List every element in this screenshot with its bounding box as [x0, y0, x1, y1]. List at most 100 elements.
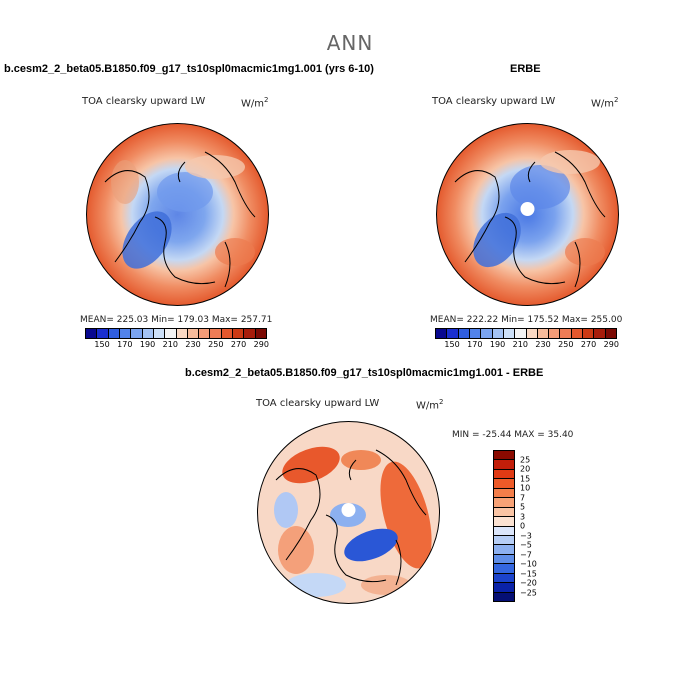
colorbar-tick-label: 150: [444, 340, 460, 349]
colorbar-swatch: [119, 329, 132, 338]
colorbar-swatch: [153, 329, 166, 338]
colorbar-tick-label: 190: [489, 340, 506, 349]
colorbar-swatch: [494, 573, 514, 584]
colorbar-tick-label: 250: [208, 340, 224, 349]
panel-1-units: W/m2: [241, 96, 269, 110]
colorbar-tick-label: 150: [94, 340, 110, 349]
colorbar-swatch: [108, 329, 120, 338]
panel-3-case-title: b.cesm2_2_beta05.B1850.f09_g17_ts10spl0m…: [185, 367, 544, 379]
colorbar-tick-label: 290: [603, 340, 619, 349]
figure-title: ANN: [326, 31, 374, 55]
colorbar-swatch: [515, 329, 527, 338]
colorbar-tick-label: 210: [512, 340, 528, 349]
colorbar-tick-label: −15: [520, 569, 537, 578]
colorbar-swatch: [447, 329, 459, 338]
colorbar-swatch: [492, 329, 504, 338]
panel-2-units: W/m2: [591, 96, 619, 110]
panel-1-colorbar: [85, 328, 267, 339]
colorbar-swatch: [494, 545, 514, 555]
panel-1-case-title: b.cesm2_2_beta05.B1850.f09_g17_ts10spl0m…: [4, 63, 374, 75]
colorbar-tick-label: −5: [520, 540, 532, 550]
colorbar-swatch: [86, 329, 98, 338]
colorbar-tick-label: 270: [580, 340, 597, 349]
colorbar-tick-label: 10: [520, 483, 531, 493]
colorbar-swatch: [494, 507, 514, 518]
colorbar-swatch: [131, 329, 143, 338]
colorbar-tick-label: 230: [535, 340, 551, 349]
colorbar-tick-label: −20: [520, 578, 537, 588]
colorbar-swatch: [210, 329, 222, 338]
colorbar-swatch: [494, 535, 514, 546]
panel-2-polar-map: [436, 123, 619, 306]
colorbar-swatch: [494, 460, 514, 470]
colorbar-tick-label: 7: [520, 493, 526, 502]
colorbar-tick-label: 15: [520, 474, 531, 483]
colorbar-swatch: [494, 479, 514, 489]
colorbar-tick-label: 20: [520, 464, 531, 474]
colorbar-swatch: [199, 329, 211, 338]
colorbar-swatch: [494, 554, 514, 565]
panel-1-polar-map: [86, 123, 269, 306]
colorbar-tick-label: 25: [520, 455, 531, 464]
panel-3-units: W/m2: [416, 398, 444, 412]
colorbar-swatch: [494, 488, 514, 499]
colorbar-swatch: [605, 329, 616, 338]
colorbar-swatch: [494, 564, 514, 574]
panel-2-stats: MEAN= 222.22 Min= 175.52 Max= 255.00: [430, 315, 623, 325]
colorbar-swatch: [583, 329, 595, 338]
colorbar-swatch: [233, 329, 245, 338]
colorbar-tick-label: 5: [520, 502, 526, 512]
colorbar-swatch: [176, 329, 188, 338]
panel-3-polar-map: [257, 421, 440, 604]
panel-3-colorbar: [493, 450, 515, 602]
panel-3-variable-title: TOA clearsky upward LW: [256, 398, 380, 409]
colorbar-swatch: [503, 329, 516, 338]
colorbar-tick-label: 270: [230, 340, 247, 349]
panel-3-stats: MIN = -25.44 MAX = 35.40: [452, 430, 574, 440]
colorbar-swatch: [494, 592, 514, 601]
colorbar-swatch: [537, 329, 550, 338]
panel-1-colorbar-labels: 150 170 190 210 230 250 270 290: [85, 340, 269, 350]
colorbar-swatch: [560, 329, 572, 338]
colorbar-swatch: [494, 451, 514, 461]
colorbar-tick-label: 290: [253, 340, 269, 349]
colorbar-swatch: [165, 329, 177, 338]
colorbar-swatch: [469, 329, 482, 338]
colorbar-tick-label: 3: [520, 512, 526, 521]
colorbar-tick-label: 210: [162, 340, 178, 349]
panel-2-colorbar: [435, 328, 617, 339]
colorbar-tick-label: 250: [558, 340, 574, 349]
colorbar-swatch: [494, 498, 514, 508]
colorbar-swatch: [526, 329, 538, 338]
colorbar-swatch: [571, 329, 584, 338]
colorbar-swatch: [494, 517, 514, 527]
panel-1-stats: MEAN= 225.03 Min= 179.03 Max= 257.71: [80, 315, 273, 325]
colorbar-swatch: [142, 329, 154, 338]
colorbar-swatch: [594, 329, 606, 338]
panel-2-variable-title: TOA clearsky upward LW: [432, 96, 556, 107]
colorbar-tick-label: 0: [520, 521, 526, 531]
colorbar-swatch: [436, 329, 448, 338]
colorbar-tick-label: −3: [520, 531, 532, 540]
colorbar-swatch: [255, 329, 266, 338]
panel-2-colorbar-labels: 150 170 190 210 230 250 270 290: [435, 340, 619, 350]
colorbar-swatch: [97, 329, 109, 338]
colorbar-tick-label: −25: [520, 588, 537, 597]
panel-2-case-title: ERBE: [510, 63, 541, 75]
colorbar-swatch: [481, 329, 493, 338]
colorbar-swatch: [221, 329, 234, 338]
colorbar-tick-label: −7: [520, 550, 532, 559]
colorbar-swatch: [187, 329, 200, 338]
colorbar-swatch: [494, 583, 514, 593]
panel-1-variable-title: TOA clearsky upward LW: [82, 96, 206, 107]
colorbar-swatch: [458, 329, 470, 338]
colorbar-tick-label: −10: [520, 559, 537, 569]
colorbar-tick-label: 190: [139, 340, 156, 349]
colorbar-tick-label: 230: [185, 340, 201, 349]
colorbar-swatch: [549, 329, 561, 338]
colorbar-swatch: [244, 329, 256, 338]
colorbar-tick-label: 170: [117, 340, 133, 349]
colorbar-swatch: [494, 526, 514, 536]
colorbar-tick-label: 170: [467, 340, 483, 349]
panel-3-colorbar-labels: 25 20 15 10 7 5 3 0 −3 −5 −7 −10 −15 −20 −25: [520, 450, 550, 600]
